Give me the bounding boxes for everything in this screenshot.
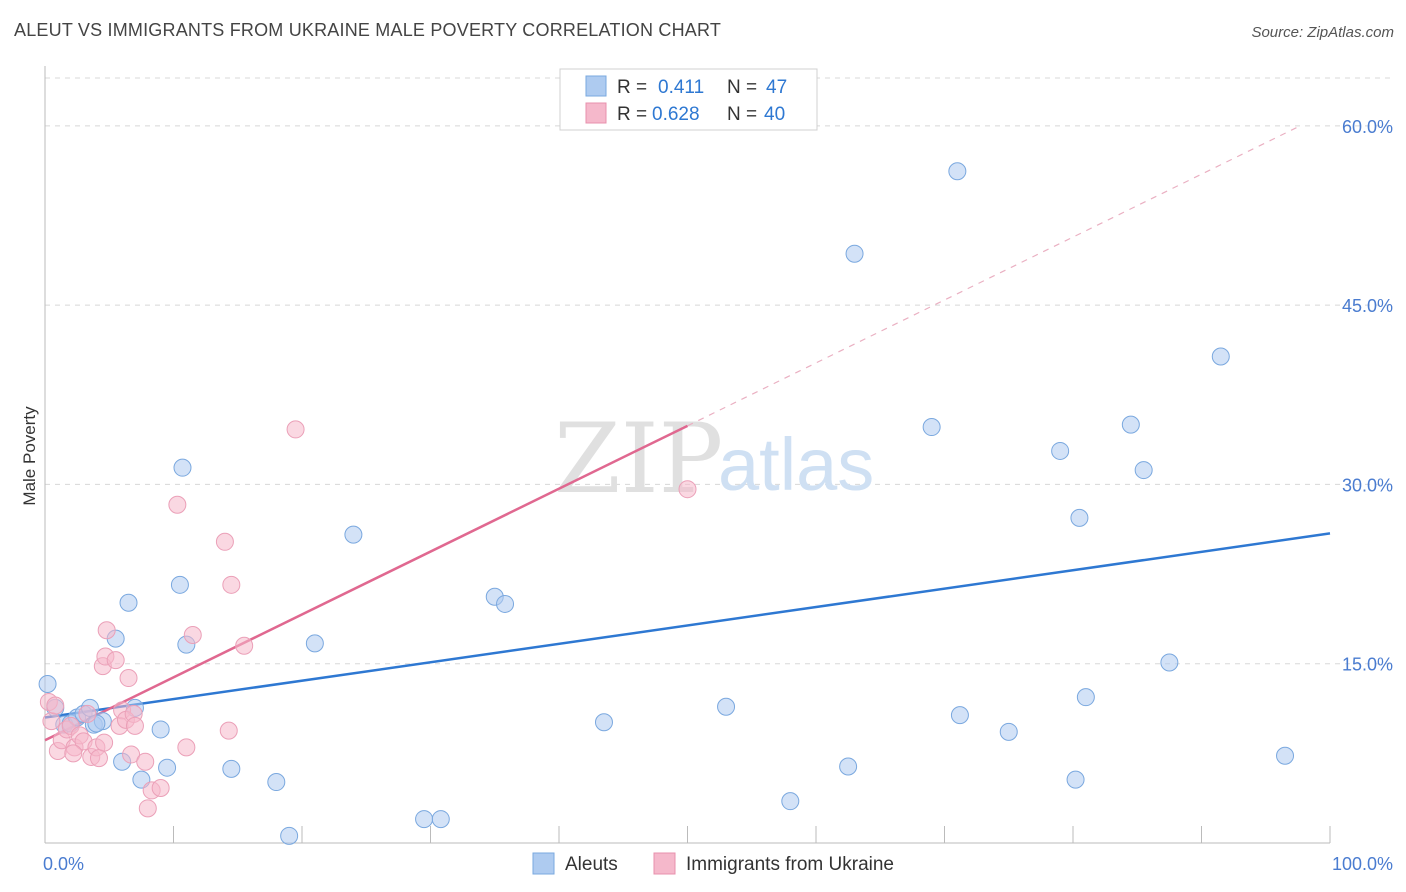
legend-swatch-ukraine [653, 852, 676, 875]
point-aleuts [839, 757, 858, 776]
point-ukraine [42, 712, 61, 731]
point-aleuts [170, 575, 189, 594]
point-ukraine [286, 420, 305, 439]
point-aleuts [781, 792, 800, 811]
point-ukraine [678, 480, 697, 499]
y-tick-label: 60.0% [1342, 117, 1393, 137]
legend-label-ukraine: Immigrants from Ukraine [686, 854, 894, 875]
point-aleuts [38, 675, 57, 694]
point-aleuts [280, 826, 299, 845]
point-aleuts [1051, 441, 1070, 460]
point-aleuts [1134, 461, 1153, 480]
stats-n-label-ukraine: N = [727, 104, 757, 125]
stats-swatch-aleuts [585, 75, 607, 97]
point-aleuts [1070, 508, 1089, 527]
bottom-legend: Aleuts Immigrants from Ukraine [532, 852, 894, 875]
point-ukraine [151, 779, 170, 798]
stats-n-value-ukraine: 40 [764, 104, 785, 125]
source-label: Source: ZipAtlas.com [1251, 24, 1394, 41]
point-aleuts [415, 810, 434, 829]
point-ukraine [95, 733, 114, 752]
point-ukraine [219, 721, 238, 740]
x-tick-label: 0.0% [43, 854, 84, 874]
point-ukraine [168, 495, 187, 514]
point-aleuts [431, 810, 450, 829]
point-ukraine [78, 704, 97, 723]
point-aleuts [305, 634, 324, 653]
stats-n-label-aleuts: N = [727, 77, 757, 98]
point-ukraine [46, 696, 65, 715]
watermark-atlas: atlas [718, 423, 874, 506]
point-ukraine [136, 752, 155, 771]
chart-title: ALEUT VS IMMIGRANTS FROM UKRAINE MALE PO… [14, 20, 722, 40]
point-ukraine [106, 651, 125, 670]
point-ukraine [183, 626, 202, 645]
point-aleuts [594, 713, 613, 732]
point-aleuts [1121, 415, 1140, 434]
stats-r-label-ukraine: R = [617, 104, 647, 125]
point-aleuts [950, 706, 969, 725]
point-ukraine [215, 532, 234, 551]
point-ukraine [177, 738, 196, 757]
point-ukraine [122, 745, 141, 764]
point-aleuts [717, 697, 736, 716]
watermark-zip: ZIP [554, 403, 723, 515]
point-aleuts [1066, 770, 1085, 789]
stats-n-value-aleuts: 47 [766, 77, 787, 98]
stats-r-value-aleuts: 0.411 [658, 77, 704, 98]
stats-swatch-ukraine [585, 102, 607, 124]
trendline-aleuts [44, 532, 1331, 719]
point-aleuts [948, 162, 967, 181]
point-ukraine [97, 621, 116, 640]
point-ukraine [119, 669, 138, 688]
point-ukraine [235, 636, 254, 655]
point-ukraine [125, 716, 144, 735]
point-aleuts [999, 722, 1018, 741]
y-tick-label: 45.0% [1342, 296, 1393, 316]
point-aleuts [1076, 688, 1095, 707]
trendline-ukraine [44, 424, 689, 742]
point-aleuts [1160, 653, 1179, 672]
point-ukraine [138, 799, 157, 818]
stats-r-label-aleuts: R = [617, 77, 647, 98]
point-aleuts [1276, 746, 1295, 765]
point-aleuts [922, 418, 941, 437]
point-aleuts [267, 773, 286, 792]
y-tick-label: 30.0% [1342, 475, 1393, 495]
legend-label-aleuts: Aleuts [565, 854, 618, 875]
point-aleuts [845, 244, 864, 263]
y-tick-label: 15.0% [1342, 655, 1393, 675]
point-aleuts [173, 458, 192, 477]
stats-legend: R = 0.411 N = 47 R = 0.628 N = 40 [559, 68, 818, 131]
point-aleuts [151, 720, 170, 739]
x-tick-label: 100.0% [1332, 854, 1393, 874]
point-aleuts [158, 758, 177, 777]
point-ukraine [89, 749, 108, 768]
trendline-ukraine-extension [687, 126, 1299, 427]
legend-swatch-aleuts [532, 852, 555, 875]
point-ukraine [222, 575, 241, 594]
point-aleuts [496, 594, 515, 613]
y-axis-label: Male Poverty [20, 406, 39, 506]
stats-r-value-ukraine: 0.628 [652, 104, 700, 125]
point-ukraine [64, 744, 83, 763]
point-aleuts [1211, 347, 1230, 366]
point-aleuts [119, 593, 138, 612]
point-aleuts [344, 525, 363, 544]
point-aleuts [222, 759, 241, 778]
